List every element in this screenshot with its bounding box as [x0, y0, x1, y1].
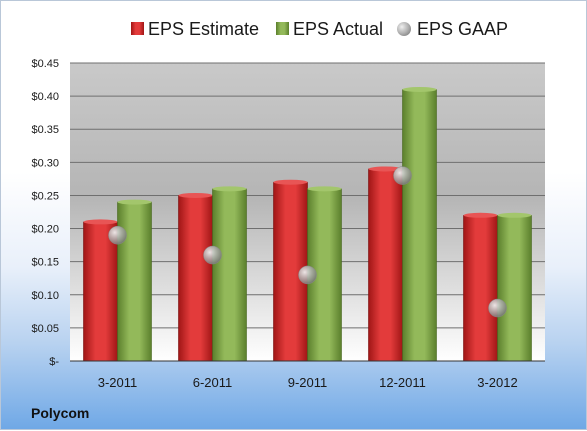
y-tick-label: $0.25 — [31, 190, 59, 202]
bar-actual-cap — [212, 186, 247, 192]
x-category-label: 6-2011 — [193, 375, 233, 390]
legend-actual-label: EPS Actual — [293, 19, 383, 39]
x-category-label: 12-2011 — [379, 375, 426, 390]
point-eps-gaap — [203, 245, 222, 265]
bar-estimate-cap — [463, 212, 498, 218]
y-tick-label: $0.40 — [31, 91, 59, 103]
legend-gaap-swatch — [397, 22, 411, 36]
y-tick-label: $- — [49, 356, 59, 368]
point-eps-gaap — [298, 265, 317, 285]
y-tick-label: $0.10 — [31, 290, 59, 302]
y-tick-label: $0.20 — [31, 224, 59, 236]
bar-estimate-cap — [83, 219, 118, 225]
gaap-points — [108, 166, 507, 318]
y-tick-label: $0.15 — [31, 257, 59, 269]
bar-eps-actual — [497, 215, 532, 362]
legend-actual-swatch — [276, 22, 289, 35]
bar-eps-estimate — [368, 168, 403, 362]
bar-actual-cap — [117, 199, 152, 205]
bar-actual-cap — [307, 186, 342, 192]
bar-eps-actual — [212, 188, 247, 362]
point-eps-gaap — [488, 298, 507, 318]
x-category-label: 3-2011 — [98, 375, 138, 390]
point-eps-gaap — [108, 225, 127, 245]
bar-eps-estimate — [178, 195, 213, 362]
y-tick-label: $0.30 — [31, 157, 59, 169]
legend-estimate-swatch — [131, 22, 144, 35]
bar-estimate-cap — [368, 166, 403, 172]
y-axis-ticks: $- $0.05 $0.10 $0.15 $0.20 $0.25 $0.30 $0.35 $0.… — [31, 58, 59, 368]
bar-actual-cap — [402, 86, 437, 92]
x-axis-categories: 3-2011 6-2011 9-2011 12-2011 3-2012 — [98, 375, 518, 390]
bar-eps-estimate — [83, 221, 118, 362]
x-category-label: 3-2012 — [477, 375, 517, 390]
y-tick-label: $0.05 — [31, 323, 59, 335]
legend: EPS Estimate EPS Actual EPS GAAP — [131, 19, 508, 39]
bar-eps-actual — [402, 89, 437, 362]
x-category-label: 9-2011 — [288, 375, 328, 390]
company-label: Polycom — [31, 405, 89, 421]
bar-eps-actual — [117, 201, 152, 362]
y-tick-label: $0.45 — [31, 58, 59, 70]
bar-eps-estimate — [463, 215, 498, 362]
legend-gaap-label: EPS GAAP — [417, 19, 508, 39]
bar-estimate-cap — [178, 192, 213, 198]
bar-estimate-cap — [273, 179, 308, 185]
legend-estimate-label: EPS Estimate — [148, 19, 259, 39]
y-tick-label: $0.35 — [31, 124, 59, 136]
bars — [83, 86, 532, 362]
bar-actual-cap — [497, 212, 532, 218]
point-eps-gaap — [393, 166, 412, 185]
